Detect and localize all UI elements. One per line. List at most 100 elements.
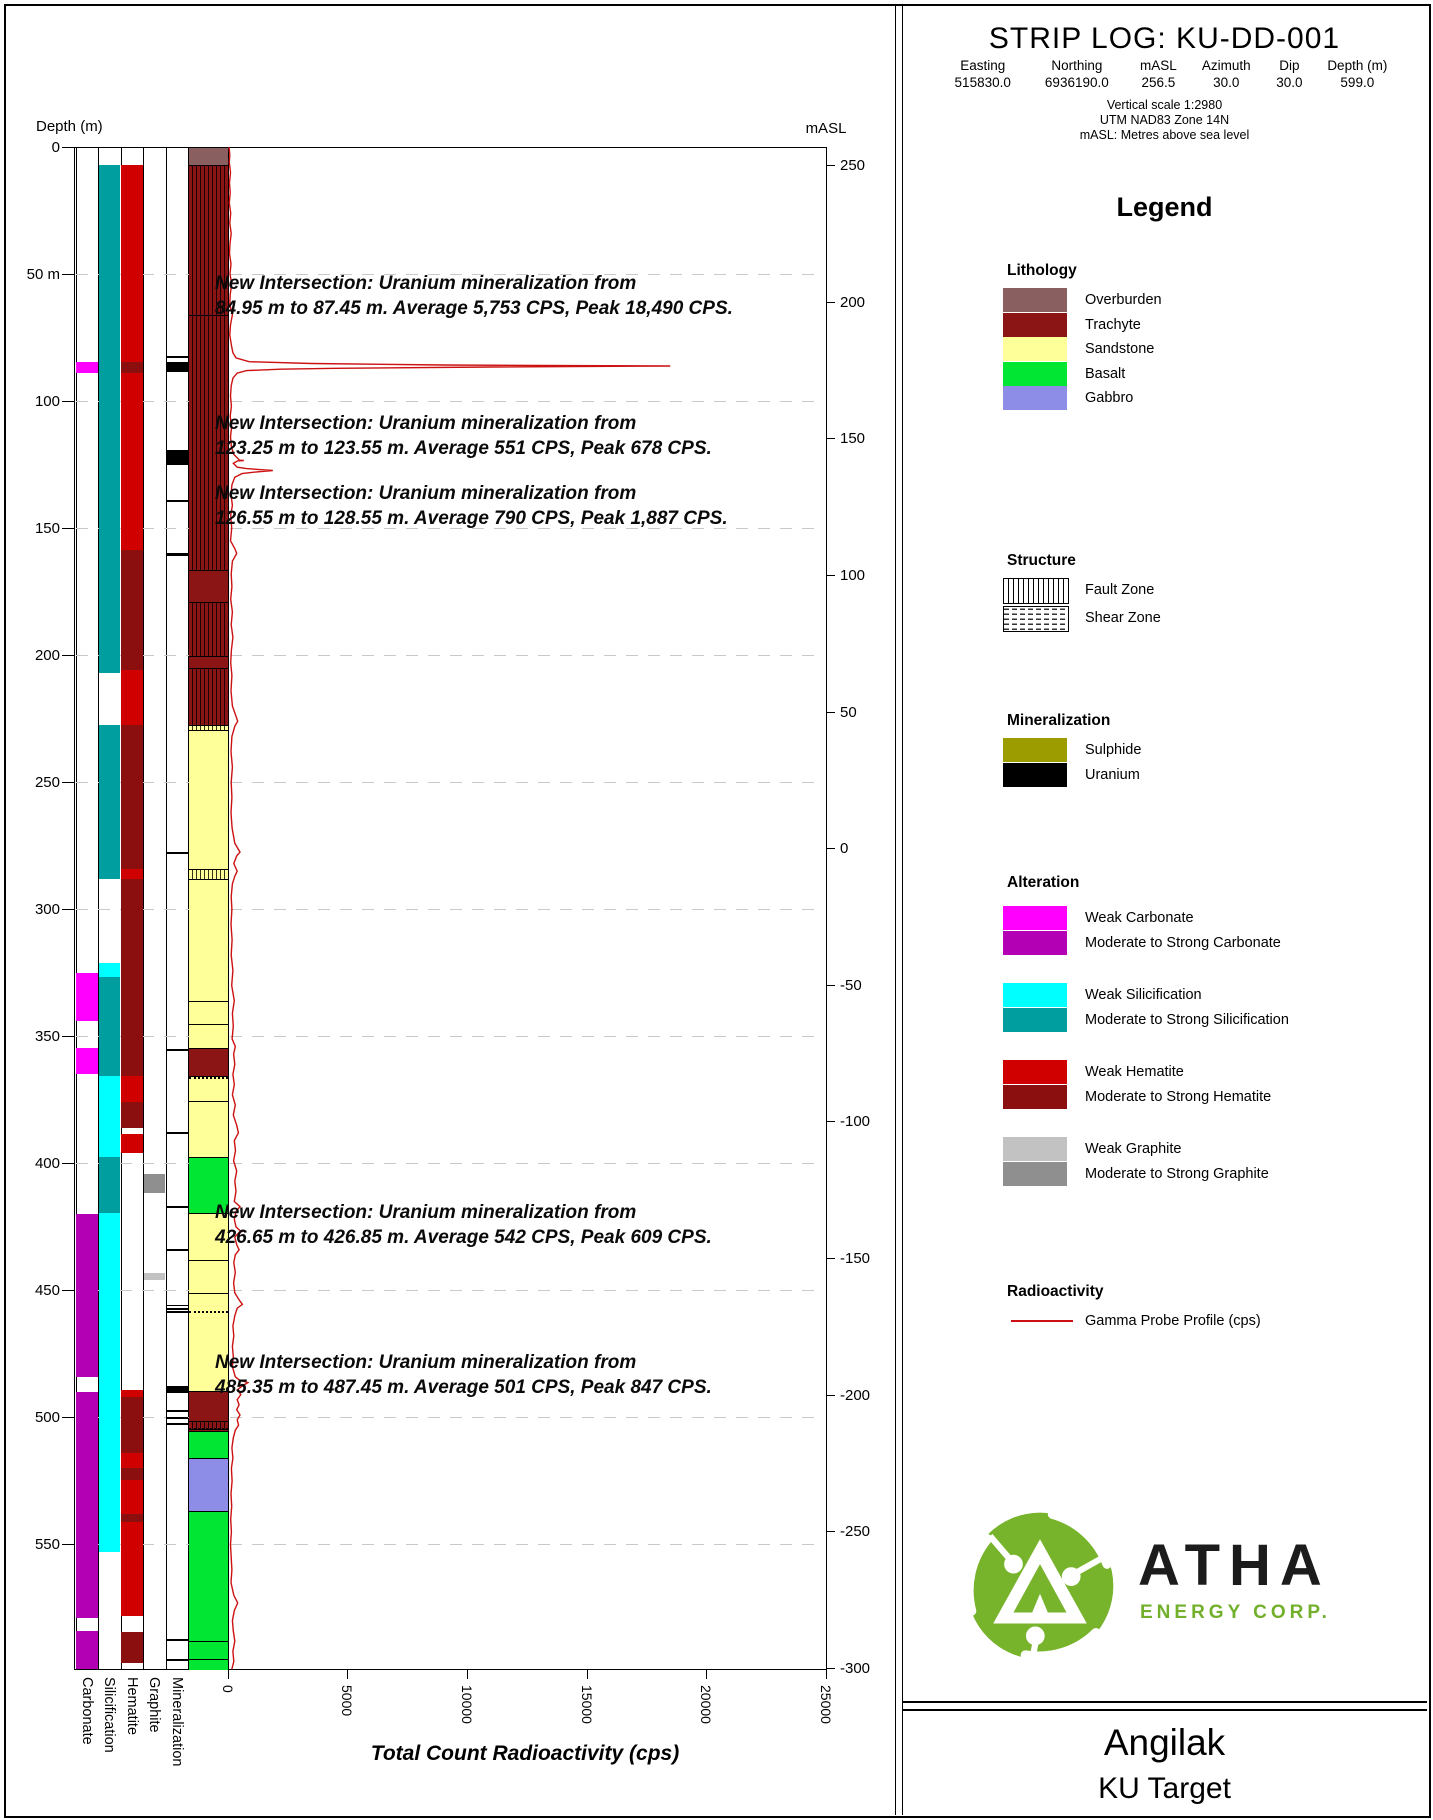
lithology-contact-line xyxy=(188,1023,228,1025)
cps-tick xyxy=(826,1669,827,1679)
track-label: Hematite xyxy=(124,1677,140,1736)
intersection-annotation-line: 123.25 m to 123.55 m. Average 551 CPS, P… xyxy=(215,438,712,459)
legend-swatch xyxy=(1003,1084,1067,1109)
cps-tick-label: 25000 xyxy=(818,1685,834,1724)
uranium-mark xyxy=(166,449,188,466)
uranium-mark xyxy=(166,1416,188,1419)
legend-item-label: Overburden xyxy=(1085,292,1162,308)
silicification-block xyxy=(98,1075,120,1157)
track-border-line xyxy=(228,147,229,1669)
masl-tick-label: -150 xyxy=(840,1250,871,1268)
legend-swatch-fault xyxy=(1003,578,1069,604)
masl-tick-label: 200 xyxy=(840,293,866,311)
header-field-label: Depth (m) xyxy=(1327,58,1388,73)
note-utm-zone: UTM NAD83 Zone 14N xyxy=(1099,113,1230,127)
depth-tick xyxy=(62,909,74,911)
header-field-value: 515830.0 xyxy=(954,75,1011,90)
legend-section-heading-structure: Structure xyxy=(1007,552,1076,569)
intersection-annotation-line: New Intersection: Uranium mineralization… xyxy=(215,413,637,434)
depth-tick xyxy=(62,782,74,784)
masl-tick xyxy=(826,848,835,850)
legend-swatch xyxy=(1003,930,1067,955)
header-field-value: 30.0 xyxy=(1276,75,1303,90)
uranium-mark xyxy=(166,499,188,502)
masl-tick xyxy=(826,984,835,986)
footer-divider-2 xyxy=(902,1709,1427,1711)
lithology-trachyte xyxy=(188,667,228,728)
depth-tick-label: 350 xyxy=(34,1028,60,1046)
uranium-mark xyxy=(166,1422,188,1425)
depth-tick-label: 450 xyxy=(34,1282,60,1300)
track-label: Silicification xyxy=(101,1677,117,1753)
depth-tick-label: 250 xyxy=(34,774,60,792)
masl-tick xyxy=(826,165,835,166)
intersection-annotation-line: 426.65 m to 426.85 m. Average 542 CPS, P… xyxy=(215,1227,712,1248)
intersection-annotation-line: New Intersection: Uranium mineralization… xyxy=(215,483,637,504)
legend-swatch xyxy=(1003,983,1067,1007)
carbonate-block xyxy=(76,972,98,1022)
masl-tick-label: -50 xyxy=(840,976,862,994)
intersection-annotation: New Intersection: Uranium mineralization… xyxy=(215,1350,712,1400)
hematite-block xyxy=(121,1521,143,1616)
carbonate-block xyxy=(76,361,98,374)
hematite-block xyxy=(121,1397,143,1453)
depth-tick-label: 300 xyxy=(34,901,60,919)
header-field-label: Dip xyxy=(1279,58,1300,73)
depth-tick-label: 200 xyxy=(34,647,60,665)
lithology-trachyte xyxy=(188,601,228,659)
lithology-gabbro xyxy=(188,1458,228,1513)
plot-bottom-axis xyxy=(74,1669,826,1670)
legend-swatch xyxy=(1003,1161,1067,1186)
header-field-label: Azimuth xyxy=(1201,58,1251,73)
header-field-value: 30.0 xyxy=(1213,75,1240,90)
masl-tick-label: 100 xyxy=(840,566,866,584)
cps-tick-label: 0 xyxy=(219,1685,236,1693)
legend-swatch xyxy=(1003,288,1067,312)
intersection-annotation: New Intersection: Uranium mineralization… xyxy=(215,481,728,531)
uranium-mark xyxy=(166,1249,188,1252)
lithology-sandstone xyxy=(188,1075,228,1158)
hematite-block xyxy=(121,1134,143,1154)
lithology-shear-line xyxy=(188,1076,228,1079)
lithology-shear-line xyxy=(188,1427,228,1430)
atha-logo-icon xyxy=(964,1509,1114,1661)
uranium-mark xyxy=(166,1658,188,1661)
cps-tick-label: 15000 xyxy=(578,1685,595,1724)
legend-swatch-shear xyxy=(1003,605,1069,632)
track-border-line xyxy=(98,147,99,1669)
lithology-contact-line xyxy=(188,1101,228,1103)
legend-swatch xyxy=(1003,906,1067,930)
lithology-contact-line xyxy=(188,314,228,316)
intersection-annotation-line: 126.55 m to 128.55 m. Average 790 CPS, P… xyxy=(215,508,728,529)
carbonate-block xyxy=(76,1214,98,1377)
uranium-mark xyxy=(166,1311,188,1313)
target-name: KU Target xyxy=(1098,1772,1231,1805)
header-field-value: 599.0 xyxy=(1340,75,1375,90)
silicification-block xyxy=(98,164,120,673)
legend-swatch xyxy=(1003,762,1067,787)
lithology-trachyte xyxy=(188,570,228,603)
hematite-block xyxy=(121,868,143,879)
lithology-sandstone xyxy=(188,868,228,881)
masl-tick xyxy=(826,1531,835,1533)
hematite-block xyxy=(121,549,143,671)
footer-divider-1 xyxy=(902,1701,1427,1703)
masl-tick-label: 0 xyxy=(840,840,849,858)
legend-item-label: Moderate to Strong Carbonate xyxy=(1085,934,1281,951)
uranium-mark xyxy=(166,1409,188,1412)
masl-axis-title: mASL xyxy=(805,120,847,137)
masl-tick xyxy=(826,1121,835,1123)
atha-subtitle: ENERGY CORP. xyxy=(1140,1602,1331,1623)
depth-tick-label: 0 xyxy=(51,139,60,156)
legend-item-label: Weak Silicification xyxy=(1085,987,1202,1003)
depth-tick xyxy=(62,1290,74,1292)
lithology-trachyte xyxy=(188,1047,228,1077)
hematite-block xyxy=(121,1389,143,1398)
legend-section-heading-alteration: Alteration xyxy=(1007,874,1080,891)
lithology-contact-line xyxy=(188,1658,228,1660)
cps-tick xyxy=(466,1669,468,1679)
uranium-mark xyxy=(166,362,188,373)
depth-axis-title: Depth (m) xyxy=(36,118,103,135)
legend-item-label: Moderate to Strong Hematite xyxy=(1085,1088,1272,1105)
